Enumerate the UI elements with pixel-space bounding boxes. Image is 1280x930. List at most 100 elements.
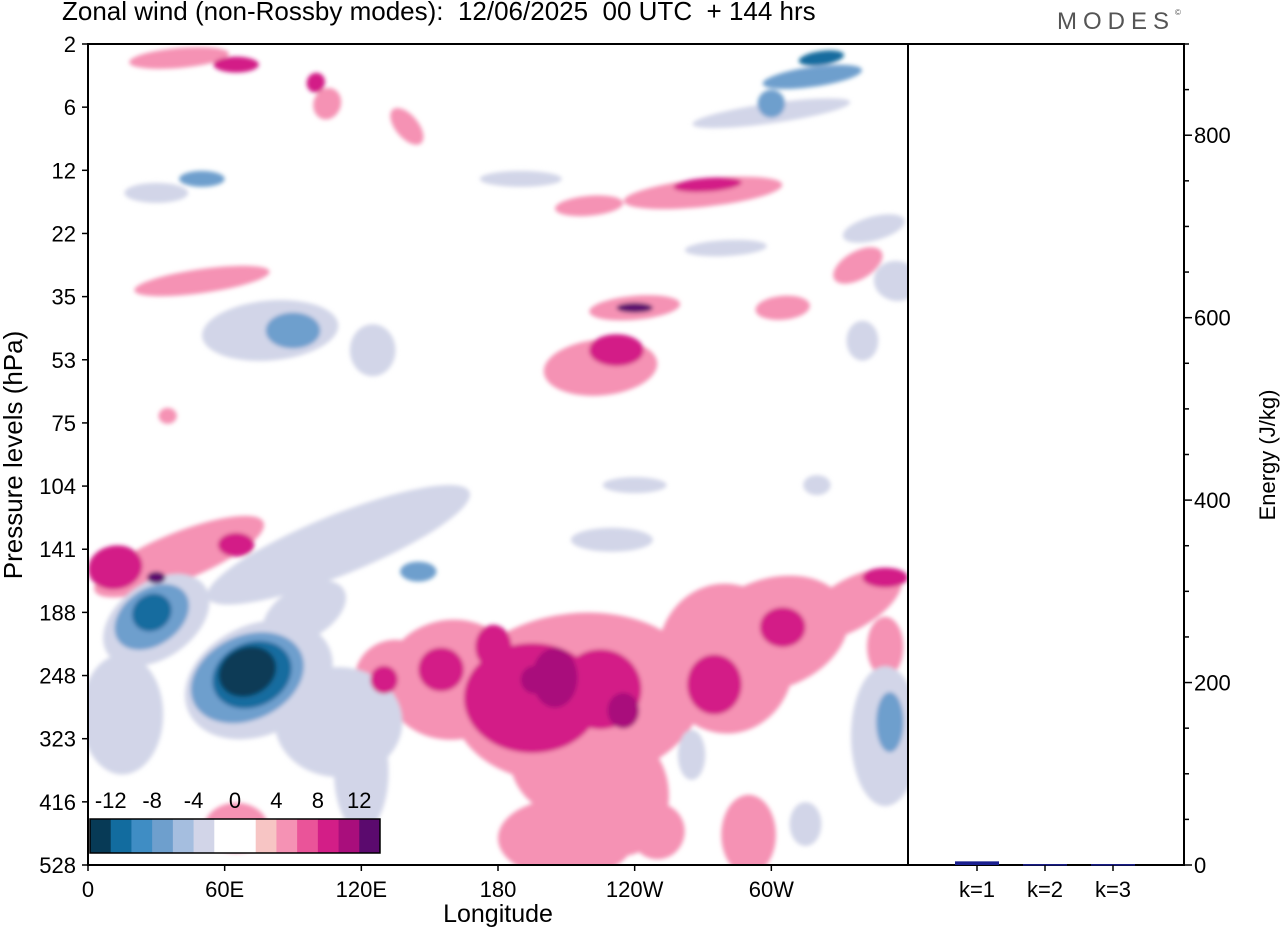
easterly-contour [757, 89, 785, 118]
pressure-tick-label: 323 [39, 727, 76, 752]
logo-text: MODES [1057, 8, 1176, 35]
easterly-contour [334, 711, 389, 832]
easterly-contour [265, 312, 321, 349]
colorbar: -12 -8 -4 0 4 8 12 [89, 788, 381, 854]
pressure-tick-label: 12 [52, 158, 76, 183]
energy-tick-label: 800 [1194, 123, 1231, 148]
easterly-contour [88, 654, 164, 775]
westerly-contour [418, 647, 464, 692]
easterly-contour [207, 485, 470, 605]
westerly-contour [867, 616, 904, 677]
easterly-contour [762, 64, 862, 90]
bar-category-label: k=3 [1095, 877, 1131, 902]
longitude-tick-label: 120W [606, 877, 664, 902]
westerly-contour [673, 177, 742, 193]
bar-category-label: k=1 [959, 877, 995, 902]
westerly-contour [555, 195, 624, 217]
pressure-tick-label: 2 [64, 32, 76, 57]
colorbar-swatch [276, 819, 298, 853]
colorbar-label: 0 [229, 788, 241, 813]
easterly-contour [789, 802, 822, 847]
pressure-tick-label: 22 [52, 221, 76, 246]
westerly-contour [306, 72, 326, 93]
westerly-contour [862, 567, 908, 588]
westerly-contour [520, 665, 549, 694]
westerly-contour [570, 692, 599, 721]
bar-category-label: k=2 [1027, 877, 1063, 902]
westerly-contour [134, 265, 270, 297]
easterly-contour [479, 170, 562, 187]
chart-title: Zonal wind (non-Rossby modes): 12/06/202… [62, 0, 816, 26]
westerly-contour [607, 692, 640, 729]
colorbar-swatch [338, 819, 360, 853]
longitude-tick-label: 60W [749, 877, 794, 902]
colorbar-label: -12 [95, 788, 127, 813]
easterly-contour [179, 170, 225, 187]
logo-mark: © [1175, 8, 1181, 17]
easterly-contour [233, 660, 262, 689]
easterly-contour [842, 214, 905, 243]
westerly-contour [313, 87, 342, 120]
easterly-contour [138, 598, 166, 627]
colorbar-swatch [317, 819, 340, 853]
pressure-tick-label: 53 [52, 348, 76, 373]
westerly-contour [158, 407, 177, 424]
pressure-tick-label: 6 [64, 95, 76, 120]
energy-bar [1091, 864, 1135, 866]
colorbar-swatch [214, 819, 236, 853]
westerly-contour [129, 47, 230, 69]
x-axis-title: Longitude [443, 900, 553, 928]
colorbar-swatch [359, 819, 381, 853]
easterly-contour [798, 50, 844, 66]
colorbar-label: -8 [142, 788, 162, 813]
westerly-contour [370, 665, 398, 694]
westerly-contour [833, 247, 883, 284]
pressure-tick-label: 104 [39, 474, 76, 499]
energy-axis: 0 200 400 600 800 [1184, 43, 1231, 878]
westerly-contour [390, 108, 424, 145]
westerly-contour [721, 794, 776, 865]
pressure-tick-label: 35 [52, 285, 76, 310]
colorbar-swatch [235, 819, 257, 853]
westerly-contour [475, 624, 512, 669]
westerly-contour [589, 334, 644, 367]
westerly-contour [755, 295, 810, 320]
colorbar-label: 4 [270, 788, 282, 813]
energy-tick-label: 0 [1194, 853, 1206, 878]
westerly-contour [147, 571, 166, 584]
colorbar-swatch [131, 819, 153, 853]
longitude-axis: 0 60E 120E 180 120W 60W [82, 865, 794, 902]
westerly-contour [213, 56, 259, 73]
colorbar-swatch [255, 819, 277, 853]
easterly-contour [876, 692, 904, 753]
pressure-tick-label: 416 [39, 790, 76, 815]
pressure-tick-label: 75 [52, 411, 76, 436]
easterly-contour [262, 580, 346, 645]
easterly-contour [803, 475, 831, 496]
y-axis-title: Pressure levels (hPa) [0, 331, 28, 580]
pressure-tick-label: 528 [39, 853, 76, 878]
energy-tick-label: 200 [1194, 671, 1231, 696]
colorbar-swatch [172, 819, 195, 853]
energy-bar [955, 861, 999, 865]
colorbar-swatch [193, 819, 215, 853]
colorbar-swatch [152, 819, 174, 853]
westerly-contour [90, 553, 118, 582]
longitude-tick-label: 120E [336, 877, 387, 902]
westerly-contour [498, 798, 635, 865]
easterly-contour [570, 527, 653, 552]
pressure-tick-label: 188 [39, 600, 76, 625]
westerly-contour [759, 607, 806, 648]
colorbar-swatch [297, 819, 319, 853]
easterly-contour [684, 239, 767, 257]
pressure-tick-label: 141 [39, 537, 76, 562]
colorbar-swatch [110, 819, 132, 853]
colorbar-swatch [90, 819, 112, 853]
easterly-contour [846, 320, 879, 361]
bar-panel-frame [907, 43, 1185, 866]
energy-bars: k=1 k=2 k=3 [955, 861, 1135, 902]
westerly-contour [616, 302, 653, 313]
westerly-contour [687, 654, 742, 715]
